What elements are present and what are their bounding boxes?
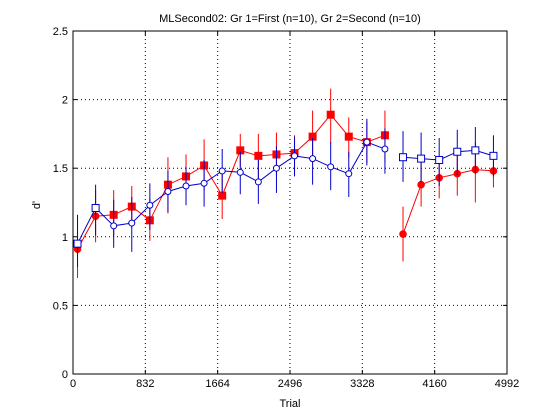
x-tick-label: 832 bbox=[136, 378, 154, 390]
data-point bbox=[344, 132, 353, 141]
data-point bbox=[417, 180, 425, 189]
ticks bbox=[72, 30, 508, 375]
y-tick-label: 2 bbox=[62, 95, 68, 107]
data-point bbox=[381, 145, 389, 153]
data-point bbox=[272, 164, 280, 172]
y-tick-label: 2.5 bbox=[53, 26, 68, 38]
y-axis-label: d' bbox=[31, 201, 43, 209]
plot-area bbox=[73, 31, 507, 374]
data-point bbox=[327, 163, 335, 171]
data-point bbox=[236, 168, 244, 176]
data-point bbox=[291, 152, 299, 160]
data-point bbox=[453, 147, 462, 156]
data-point bbox=[326, 110, 335, 119]
data-point bbox=[128, 219, 136, 227]
data-point bbox=[182, 182, 190, 190]
tick-labels: 0 832 1664 2496 3328 4160 4992 0 0.5 1 1.5 2 2.5 bbox=[53, 26, 520, 390]
data-point bbox=[435, 155, 444, 164]
x-tick-label: 3328 bbox=[350, 378, 374, 390]
x-tick-label: 0 bbox=[70, 378, 76, 390]
data-point bbox=[345, 170, 353, 178]
x-tick-label: 4992 bbox=[495, 378, 519, 390]
data-point bbox=[417, 154, 426, 163]
data-point bbox=[218, 191, 227, 200]
data-point bbox=[200, 179, 208, 187]
x-tick-label: 1664 bbox=[205, 378, 229, 390]
y-tick-label: 0 bbox=[62, 369, 68, 381]
data-point bbox=[218, 167, 226, 175]
data-point bbox=[110, 222, 118, 230]
series-layer bbox=[73, 88, 498, 278]
data-point bbox=[309, 155, 317, 163]
data-point bbox=[399, 230, 407, 238]
chart-title: MLSecond02: Gr 1=First (n=10), Gr 2=Seco… bbox=[159, 13, 421, 25]
data-point bbox=[146, 201, 154, 209]
y-tick-label: 0.5 bbox=[53, 300, 68, 312]
data-point bbox=[489, 151, 498, 160]
data-point bbox=[254, 178, 262, 186]
data-point bbox=[254, 151, 263, 160]
y-tick-label: 1.5 bbox=[53, 163, 68, 175]
data-point bbox=[471, 146, 480, 155]
x-tick-label: 4160 bbox=[422, 378, 446, 390]
data-point bbox=[91, 203, 100, 212]
data-point bbox=[399, 153, 408, 162]
x-axis-label: Trial bbox=[280, 398, 301, 410]
data-point bbox=[164, 188, 172, 196]
y-tick-label: 1 bbox=[62, 232, 68, 244]
series-2 bbox=[73, 118, 498, 267]
grid bbox=[73, 31, 507, 374]
x-tick-label: 2496 bbox=[278, 378, 302, 390]
data-point bbox=[73, 239, 82, 248]
data-point bbox=[363, 138, 371, 146]
